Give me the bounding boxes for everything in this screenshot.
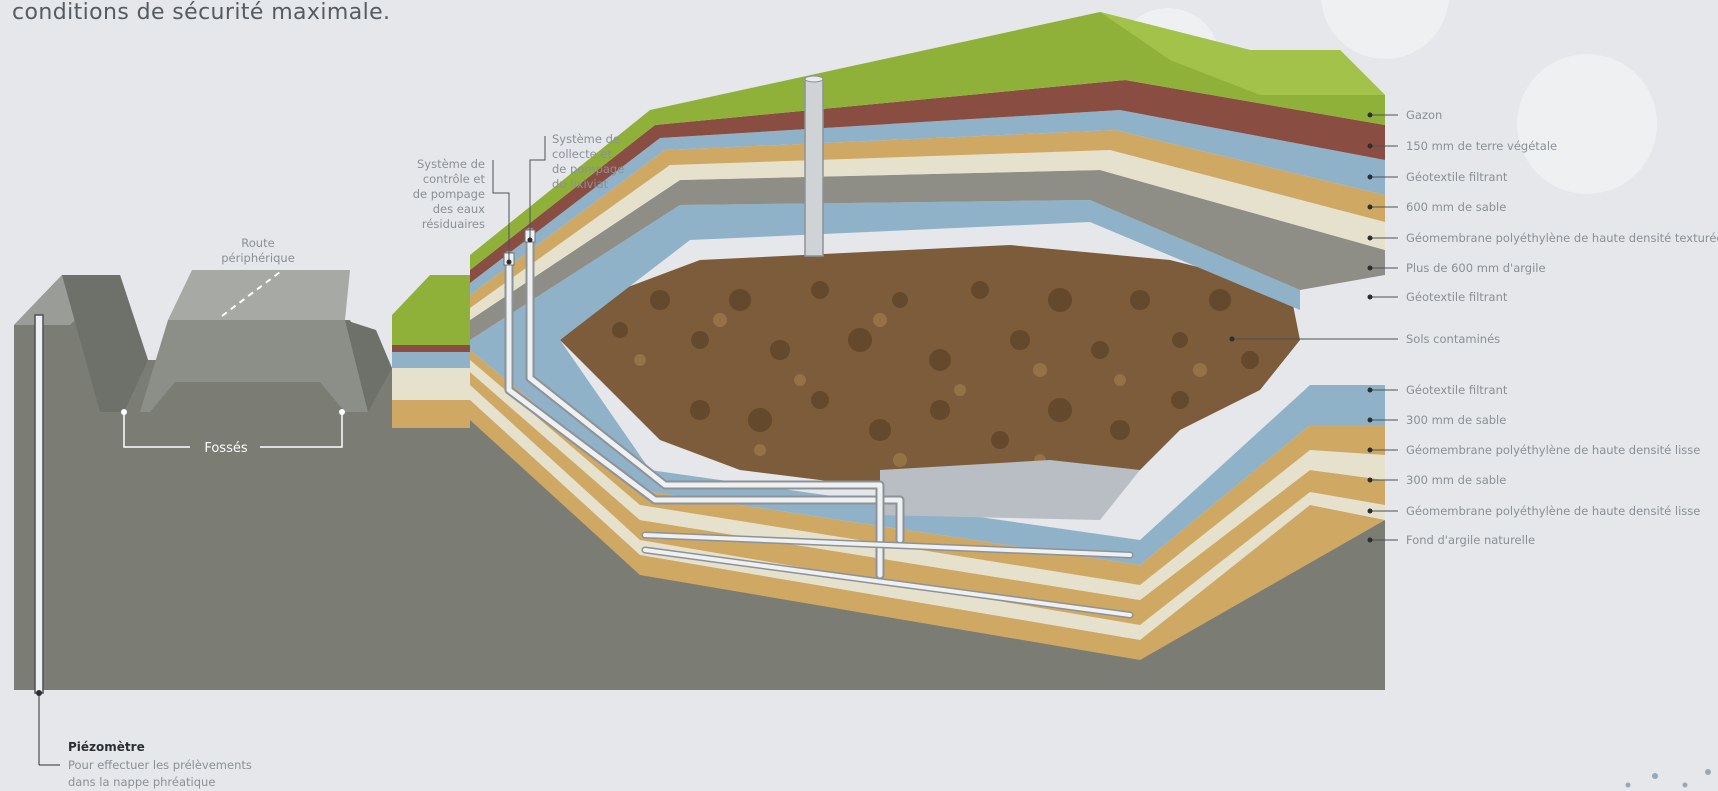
- svg-text:collecte et: collecte et: [552, 147, 612, 161]
- svg-text:contrôle et: contrôle et: [423, 172, 486, 186]
- svg-text:de pompage: de pompage: [413, 187, 485, 201]
- svg-text:Géomembrane polyéthylène de ha: Géomembrane polyéthylène de haute densit…: [1406, 504, 1700, 518]
- fosses-dot-right: [339, 409, 345, 415]
- left-cap-topsoil: [392, 345, 470, 352]
- svg-text:600 mm de sable: 600 mm de sable: [1406, 200, 1506, 214]
- svg-text:Géotextile filtrant: Géotextile filtrant: [1406, 383, 1508, 397]
- piezometre-desc-line1: Pour effectuer les prélèvements: [68, 758, 252, 772]
- route-label-line1: Route: [241, 236, 274, 250]
- left-cap-clay: [392, 400, 470, 428]
- svg-text:de pompage: de pompage: [552, 162, 624, 176]
- svg-text:du lixiviat: du lixiviat: [552, 177, 609, 191]
- soil-texture: [612, 281, 1259, 449]
- road-block-front: [140, 320, 368, 412]
- piezometre-title: Piézomètre: [68, 740, 145, 754]
- collection-system-label: Système de collecte et de pompage du lix…: [552, 132, 624, 191]
- road-dashed-line: [221, 271, 281, 317]
- cap-clay: [470, 170, 1385, 340]
- collection-leader-dot: [527, 237, 533, 243]
- leachate-collection-pipe: [525, 227, 885, 580]
- vent-pipe-top: [804, 75, 824, 83]
- left-cap-membrane: [392, 368, 470, 400]
- svg-text:Fond d'argile naturelle: Fond d'argile naturelle: [1406, 533, 1535, 547]
- contaminated-soil-mass: [560, 245, 1300, 490]
- svg-text:résiduaires: résiduaires: [422, 217, 485, 231]
- svg-text:Géotextile filtrant: Géotextile filtrant: [1406, 170, 1508, 184]
- cap-grass-top: [1100, 12, 1385, 95]
- gravel-drain-bed: [880, 460, 1140, 520]
- control-leader-dot: [506, 259, 512, 265]
- svg-text:Géomembrane polyéthylène de ha: Géomembrane polyéthylène de haute densit…: [1406, 231, 1718, 245]
- bottom-clay-layer: [470, 400, 1385, 660]
- svg-text:300 mm de sable: 300 mm de sable: [1406, 473, 1506, 487]
- fosses-dot-left: [121, 409, 127, 415]
- left-cap-grass: [392, 275, 470, 345]
- decor-dots: [1625, 769, 1711, 788]
- intro-text: conditions de sécurité maximale.: [12, 0, 391, 25]
- bottom-membrane-1: [470, 360, 1385, 600]
- svg-text:150 mm de terre végétale: 150 mm de terre végétale: [1406, 139, 1557, 153]
- decor-circle: [1321, 0, 1449, 59]
- wastewater-control-pipe: [504, 250, 905, 545]
- route-label-line2: périphérique: [221, 251, 295, 265]
- svg-text:Système de: Système de: [417, 157, 485, 171]
- vent-pipe: [804, 77, 824, 257]
- control-system-label: Système de contrôle et de pompage des ea…: [413, 157, 486, 231]
- cap-geotextile-lower: [470, 200, 1300, 340]
- cap-topsoil: [470, 80, 1385, 283]
- bottom-sand-1: [470, 350, 1385, 585]
- svg-text:Géomembrane polyéthylène de ha: Géomembrane polyéthylène de haute densit…: [1406, 443, 1700, 457]
- drain-pipes-horizontal: [641, 531, 1134, 619]
- piezometer-pipe: [34, 314, 44, 694]
- ditch-right-wall: [345, 320, 392, 412]
- svg-text:300 mm de sable: 300 mm de sable: [1406, 413, 1506, 427]
- collection-leader: [529, 136, 546, 240]
- decor-circle: [1517, 54, 1657, 194]
- bottom-geotextile: [470, 340, 1385, 565]
- svg-text:Géotextile filtrant: Géotextile filtrant: [1406, 290, 1508, 304]
- bottom-sand-2: [470, 372, 1385, 625]
- cap-grass: [470, 12, 1385, 270]
- svg-text:Sols contaminés: Sols contaminés: [1406, 332, 1500, 346]
- svg-text:Système de: Système de: [552, 132, 620, 146]
- svg-text:Plus de 600 mm d'argile: Plus de 600 mm d'argile: [1406, 261, 1546, 275]
- control-leader: [492, 160, 510, 262]
- fosses-label: Fossés: [204, 441, 248, 456]
- svg-text:des eaux: des eaux: [433, 202, 485, 216]
- left-cap-geotextile: [392, 352, 470, 368]
- ditch-left-wall: [62, 275, 148, 412]
- piezometre-desc-line2: dans la nappe phréatique: [68, 775, 215, 789]
- fosses-bracket: [123, 412, 343, 448]
- right-layer-labels: Gazon 150 mm de terre végétale Géotextil…: [1229, 108, 1718, 547]
- road-block-top: [168, 270, 350, 320]
- svg-text:Gazon: Gazon: [1406, 108, 1442, 122]
